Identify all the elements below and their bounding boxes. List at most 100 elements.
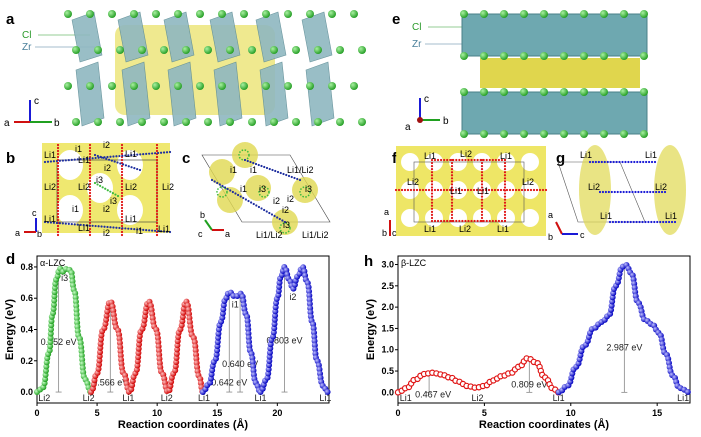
path-dot (276, 170, 280, 174)
cl-atom (306, 82, 314, 90)
axis-a (555, 221, 563, 235)
site-label: i1 (240, 184, 247, 194)
path-dot (274, 169, 277, 173)
path-dot (106, 189, 109, 192)
path-dot (94, 156, 97, 160)
path-dot (64, 159, 67, 162)
cl-atom (248, 118, 256, 126)
zr-layer (461, 13, 648, 57)
path-dot (156, 229, 160, 233)
path-dot (446, 219, 449, 223)
path-dot (56, 191, 60, 195)
path-dot (56, 233, 60, 237)
cl-atom (480, 130, 488, 138)
path-dot (120, 185, 124, 189)
path-dot (449, 158, 452, 162)
path-dot (430, 195, 434, 198)
axis-triad: c a b (405, 94, 449, 133)
path-dot (88, 209, 92, 213)
path-dot (46, 221, 50, 224)
site-label: i3 (96, 175, 103, 185)
path-dot (499, 188, 503, 192)
path-dot (445, 188, 449, 192)
zrcl6-octahedron (213, 61, 243, 127)
path-dot (480, 186, 484, 189)
path-dot (480, 180, 484, 183)
path-dot (450, 158, 454, 162)
site-label: Li1 (677, 393, 689, 403)
site-label: i1 (250, 165, 257, 175)
path-dot (494, 219, 497, 223)
path-dot (120, 182, 124, 186)
path-dot (145, 228, 148, 232)
path-dot (56, 188, 60, 192)
path-dot (56, 224, 60, 228)
path-dot (450, 198, 454, 201)
path-dot (155, 158, 159, 162)
path-dot (265, 210, 268, 213)
path-dot (155, 188, 159, 192)
path-dot (458, 219, 461, 223)
zrcl6-octahedron (259, 61, 289, 127)
cl-atom (580, 130, 588, 138)
path-dot (168, 150, 172, 154)
path-dot (94, 224, 97, 228)
path-dot (480, 216, 484, 220)
path-dot (480, 158, 484, 162)
path-dot (653, 160, 657, 164)
path-dot (99, 155, 102, 158)
cl-atom (218, 82, 226, 90)
path-dot (229, 189, 232, 192)
path-dot (162, 230, 166, 233)
cl-atom (196, 82, 204, 90)
path-dot (88, 185, 92, 189)
cl-atom (560, 52, 568, 60)
path-dot (244, 198, 247, 201)
path-dot (485, 219, 488, 223)
axis-label: a (405, 122, 411, 133)
axis-label: c (424, 94, 429, 105)
path-dot (113, 160, 116, 163)
path-dot (88, 176, 92, 180)
path-dot (138, 168, 142, 172)
path-dot (67, 222, 70, 226)
path-dot (409, 188, 413, 192)
path-dot (430, 168, 434, 171)
path-dot (285, 173, 288, 177)
path-dot (611, 220, 615, 224)
path-dot (450, 207, 454, 210)
path-dot (155, 164, 159, 168)
cl-atom (108, 82, 116, 90)
path-dot (508, 188, 512, 192)
path-dot (439, 158, 443, 162)
i3-ring (299, 186, 311, 198)
path-dot (56, 173, 60, 177)
path-dot (127, 165, 130, 168)
path-dot (450, 177, 454, 180)
path-dot (56, 149, 60, 153)
cl-atom (520, 10, 528, 18)
void (401, 209, 419, 227)
cl-atom (460, 10, 468, 18)
path-dot (106, 225, 109, 229)
cl-atom (358, 118, 366, 126)
path-dot (430, 189, 434, 192)
path-dot (472, 188, 476, 192)
cl-atom (284, 82, 292, 90)
path-dot (43, 160, 47, 164)
path-dot (257, 205, 261, 209)
path-dot (439, 219, 443, 223)
y-tick-label: 0.2 (20, 356, 33, 366)
path-dot (480, 219, 484, 223)
path-dot (629, 220, 632, 224)
y-tick-label: 1.0 (381, 345, 394, 355)
cl-atom (480, 10, 488, 18)
cl-atom (640, 130, 648, 138)
site-label: Li2 (44, 182, 56, 192)
path-dot (279, 171, 282, 175)
panel-letter: a (6, 11, 15, 28)
path-dot (88, 161, 92, 165)
path-dot (430, 171, 434, 174)
path-dot (597, 160, 600, 164)
path-dot (120, 158, 124, 162)
